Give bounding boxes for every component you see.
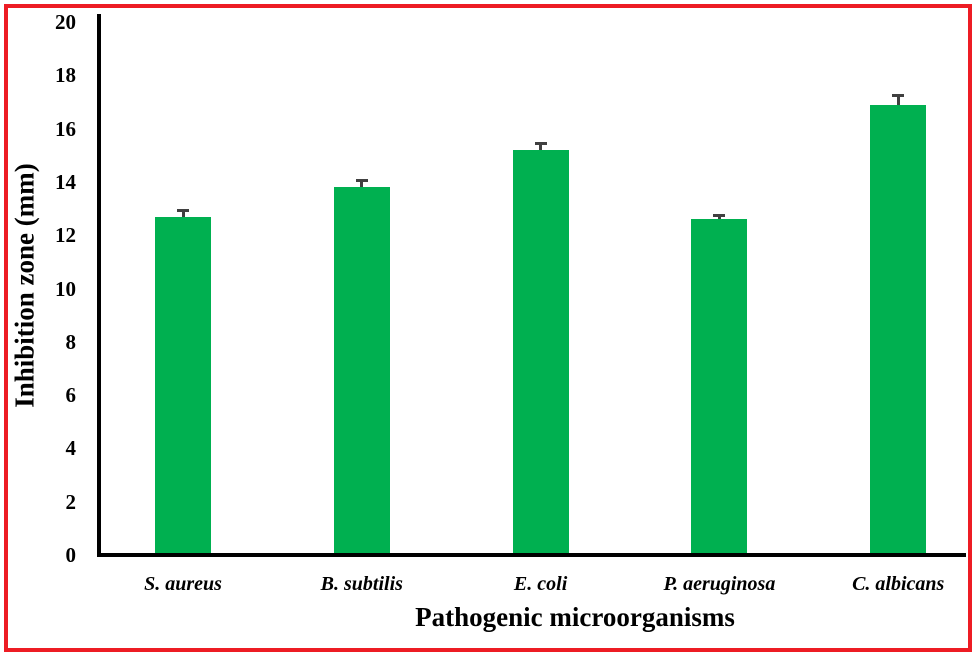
bar — [155, 216, 211, 555]
y-tick-label: 10 — [55, 276, 76, 301]
y-tick-label: 14 — [55, 169, 76, 194]
y-tick-label: 16 — [55, 116, 76, 141]
error-bar — [360, 179, 364, 188]
error-bar-cap — [534, 141, 547, 145]
error-bar-cap — [355, 179, 368, 183]
y-tick-label: 8 — [65, 329, 77, 354]
error-bar-cap — [177, 208, 189, 212]
error-bar — [539, 141, 543, 150]
bar — [870, 104, 927, 555]
y-tick-label: 0 — [65, 543, 77, 567]
y-tick-label: 20 — [55, 10, 76, 34]
error-bar-cap — [713, 213, 726, 217]
bar — [512, 149, 569, 555]
y-tick-label: 18 — [55, 63, 76, 88]
y-tick-label: 2 — [65, 489, 77, 514]
x-tick-label: P. aeruginosa — [663, 573, 776, 595]
y-tick-label: 4 — [65, 436, 77, 461]
bar — [333, 187, 390, 555]
x-tick-label: C. albicans — [852, 573, 945, 595]
error-bar — [896, 93, 900, 105]
bar — [691, 219, 748, 555]
error-bar-cap — [892, 93, 905, 97]
error-bar — [181, 208, 185, 217]
x-tick-label: B. subtilis — [320, 573, 403, 595]
x-axis-line — [97, 553, 966, 557]
y-tick-label: 12 — [55, 223, 76, 248]
x-axis-title: Pathogenic microorganisms — [415, 602, 735, 632]
y-axis-line — [97, 14, 101, 557]
y-tick-label: 6 — [65, 383, 77, 408]
x-tick-label: E. coli — [513, 573, 568, 595]
chart-frame — [4, 4, 972, 652]
x-tick-label: S. aureus — [144, 573, 222, 595]
